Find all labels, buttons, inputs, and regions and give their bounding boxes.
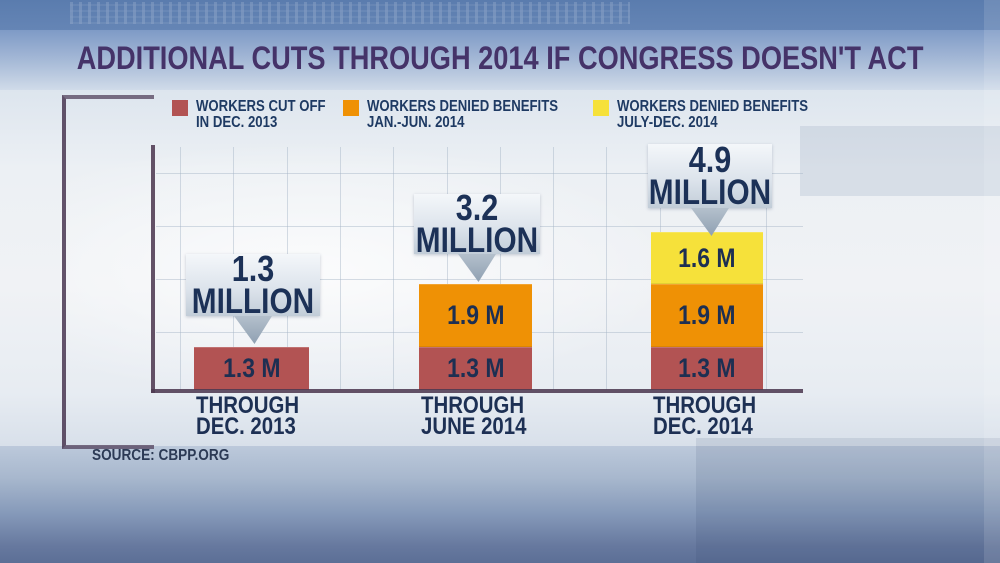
bar-segment-red: 1.3 M: [194, 347, 309, 390]
legend-item-cut-off: WORKERS CUT OFF IN DEC. 2013: [172, 99, 348, 131]
segment-value-label: 1.3 M: [678, 353, 736, 384]
source-credit: SOURCE: CBPP.ORG: [92, 447, 230, 464]
panel-highlight: [60, 140, 680, 400]
callout-total-1: 1.3 MILLION: [186, 247, 320, 344]
callout-unit: MILLION: [191, 281, 315, 321]
x-axis-label-dec-2014: THROUGH DEC. 2014: [653, 392, 757, 440]
background-noise-texture: [70, 2, 630, 24]
segment-value-label: 1.3 M: [222, 353, 281, 384]
left-bracket-decoration: [62, 95, 154, 449]
gridline-vertical: [446, 147, 448, 390]
legend-label: WORKERS DENIED BENEFITS JULY-DEC. 2014: [617, 98, 809, 131]
background-seam-right: [696, 438, 1000, 563]
legend-label: WORKERS DENIED BENEFITS JAN.-JUN. 2014: [367, 98, 559, 131]
gridline-horizontal: [156, 173, 803, 174]
background-upper-gradient: [0, 30, 1000, 90]
gridline-vertical: [393, 147, 395, 390]
callout-total-2: 3.2 MILLION: [414, 186, 540, 282]
callout-pointer-icon: [691, 208, 729, 236]
orange-swatch-icon: [343, 100, 359, 116]
background-edge-right: [984, 0, 1000, 563]
gridline-vertical: [339, 147, 341, 390]
legend-label: WORKERS CUT OFF IN DEC. 2013: [196, 98, 326, 131]
bar-segment-yellow: 1.6 M: [651, 231, 763, 285]
red-swatch-icon: [172, 100, 188, 116]
segment-value-label: 1.6 M: [678, 242, 736, 273]
gridline-vertical: [606, 147, 608, 390]
callout-unit: MILLION: [415, 220, 539, 260]
callout-unit: MILLION: [648, 172, 772, 212]
callout-total-3: 4.9 MILLION: [648, 138, 772, 236]
x-axis-label-dec-2013: THROUGH DEC. 2013: [196, 392, 300, 440]
callout-bubble: 4.9 MILLION: [648, 138, 772, 212]
callout-pointer-icon: [458, 254, 496, 282]
callout-value: 4.9: [688, 138, 732, 180]
bar-through-june-2014: 1.3 M 1.9 M: [419, 284, 532, 390]
gridline-vertical: [766, 147, 768, 390]
yellow-swatch-icon: [593, 100, 609, 116]
gridline-vertical: [553, 147, 555, 390]
bar-segment-red: 1.3 M: [651, 347, 763, 390]
x-axis-label-june-2014: THROUGH JUNE 2014: [421, 392, 527, 440]
background-band-right: [800, 126, 1000, 196]
gridline-vertical: [499, 147, 501, 390]
segment-value-label: 1.9 M: [678, 300, 736, 331]
legend-item-denied-july-dec: WORKERS DENIED BENEFITS JULY-DEC. 2014: [593, 99, 842, 131]
bar-through-dec-2014: 1.3 M 1.9 M 1.6 M: [651, 231, 763, 390]
chart-title: ADDITIONAL CUTS THROUGH 2014 IF CONGRESS…: [0, 40, 1000, 77]
callout-pointer-icon: [234, 316, 272, 344]
chart-title-text: ADDITIONAL CUTS THROUGH 2014 IF CONGRESS…: [76, 40, 924, 76]
x-axis-line: [151, 389, 803, 393]
callout-bubble: 1.3 MILLION: [186, 247, 320, 321]
callout-value: 3.2: [455, 186, 499, 228]
bar-segment-orange: 1.9 M: [419, 284, 532, 348]
background-bottom-gradient: [0, 446, 1000, 563]
bar-segment-orange: 1.9 M: [651, 284, 763, 348]
y-axis-line: [151, 145, 155, 393]
segment-value-label: 1.3 M: [446, 353, 505, 384]
legend-item-denied-jan-jun: WORKERS DENIED BENEFITS JAN.-JUN. 2014: [343, 99, 592, 131]
gridline-vertical: [180, 147, 181, 390]
background-top-strip: [0, 0, 1000, 30]
bar-segment-red: 1.3 M: [419, 347, 532, 390]
segment-value-label: 1.9 M: [446, 300, 505, 331]
callout-bubble: 3.2 MILLION: [414, 186, 540, 260]
callout-value: 1.3: [231, 247, 275, 289]
bar-through-dec-2013: 1.3 M: [194, 347, 309, 390]
